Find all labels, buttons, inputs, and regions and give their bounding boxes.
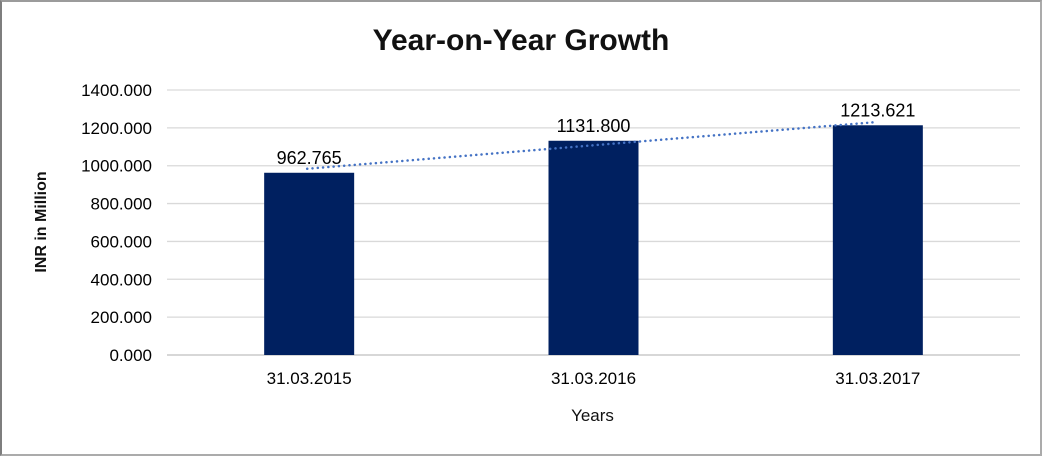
bar-31.03.2015 [264,172,355,355]
y-tick-label: 1200.000 [81,119,152,138]
x-tick-label: 31.03.2015 [267,369,352,388]
y-tick-label: 600.000 [91,232,152,251]
y-tick-label: 400.000 [91,270,152,289]
trendline [305,121,876,171]
bar-31.03.2016 [548,140,639,355]
x-tick-label: 31.03.2016 [551,369,636,388]
chart-title: Year-on-Year Growth [372,24,670,57]
x-tick-label: 31.03.2017 [835,369,920,388]
y-tick-label: 1400.000 [81,81,152,100]
bar-31.03.2017 [832,125,923,355]
y-tick-label: 800.000 [91,195,152,214]
bar-value-label: 1131.800 [557,116,631,136]
bar-value-label: 962.765 [277,148,342,168]
y-tick-label: 1000.000 [81,157,152,176]
y-tick-label: 0.000 [109,346,152,365]
bar-value-label: 1213.621 [840,100,915,120]
y-tick-label: 200.000 [91,308,152,327]
x-axis-title: Years [571,406,614,425]
